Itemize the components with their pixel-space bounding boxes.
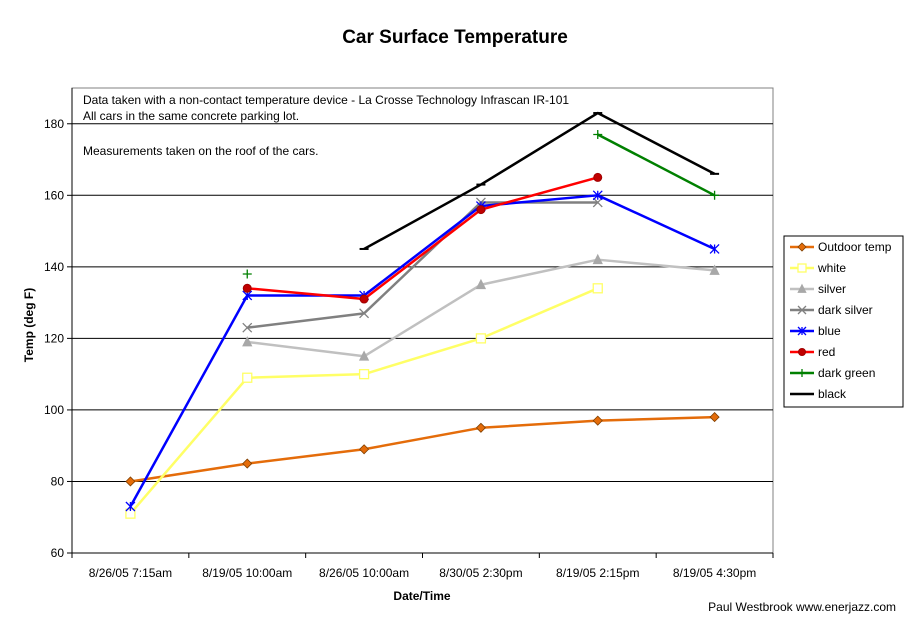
x-tick-label: 8/26/05 7:15am [89, 566, 172, 580]
data-point [476, 205, 486, 215]
x-axis-title: Date/Time [393, 589, 450, 603]
legend-item: blue [790, 324, 841, 338]
data-point [359, 308, 370, 319]
y-tick-label: 100 [44, 403, 64, 417]
data-point [475, 333, 487, 344]
chart-note: Data taken with a non-contact temperatur… [83, 93, 569, 107]
legend-item: white [790, 261, 846, 275]
legend-item: Outdoor temp [790, 240, 892, 254]
y-tick-label: 160 [44, 188, 64, 202]
legend-marker [797, 242, 807, 252]
y-tick-label: 120 [44, 331, 64, 345]
chart-note: All cars in the same concrete parking lo… [83, 109, 299, 123]
credit-text: Paul Westbrook www.enerjazz.com [708, 600, 896, 614]
data-point [242, 322, 253, 333]
data-point [709, 412, 720, 423]
data-point [592, 415, 603, 426]
legend-marker [797, 263, 807, 273]
legend-label: blue [818, 324, 841, 338]
data-point [592, 190, 603, 201]
data-point [709, 264, 720, 275]
x-tick-label: 8/26/05 10:00am [319, 566, 409, 580]
data-point [358, 369, 370, 380]
chart-title: Car Surface Temperature [342, 27, 568, 48]
series-white [125, 283, 603, 519]
data-point [242, 283, 252, 293]
data-point [592, 253, 603, 265]
data-point [593, 172, 603, 182]
data-point [475, 422, 486, 433]
legend-label: dark silver [818, 303, 873, 317]
series-line [130, 415, 715, 483]
series-red [242, 172, 603, 304]
legend-label: red [818, 345, 835, 359]
legend-label: white [817, 261, 846, 275]
legend-label: Outdoor temp [818, 240, 892, 254]
x-tick-label: 8/30/05 2:30pm [439, 566, 522, 580]
data-point [359, 444, 370, 455]
y-tick-label: 60 [51, 546, 65, 560]
series-line [129, 194, 716, 508]
data-point [125, 501, 136, 512]
data-point [242, 269, 252, 279]
data-point [593, 130, 603, 139]
legend-marker [798, 369, 806, 377]
legend-marker [797, 326, 807, 336]
data-point [125, 476, 136, 487]
series-line [597, 133, 716, 197]
data-point [242, 372, 253, 383]
data-point [592, 197, 603, 208]
y-tick-label: 140 [44, 260, 64, 274]
legend-item: red [790, 345, 835, 359]
x-tick-label: 8/19/05 4:30pm [673, 566, 756, 580]
legend-item: dark silver [790, 303, 873, 317]
y-tick-label: 180 [44, 117, 64, 131]
chart-note: Measurements taken on the roof of the ca… [83, 144, 318, 158]
series-outdoor-temp [125, 412, 720, 487]
data-point [359, 294, 369, 304]
legend-marker [798, 348, 806, 356]
data-point [242, 336, 253, 347]
series-line [247, 201, 598, 329]
x-tick-label: 8/19/05 10:00am [202, 566, 292, 580]
legend-label: black [818, 387, 847, 401]
legend-label: dark green [818, 366, 875, 380]
data-point [709, 244, 720, 254]
series-black [359, 111, 720, 251]
plot-area: 60 80 100 120 140 160 180 8/26/05 7:15am 8/19/05… [44, 87, 774, 580]
y-axis-title: Temp (deg F) [22, 288, 36, 362]
legend-marker [797, 305, 807, 315]
x-tick-label: 8/19/05 2:15pm [556, 566, 639, 580]
y-tick-label: 80 [51, 474, 65, 488]
legend-item: silver [790, 282, 846, 296]
data-point [475, 278, 487, 290]
series-silver [242, 253, 720, 361]
legend-label: silver [818, 282, 846, 296]
data-point [358, 350, 370, 361]
legend-item: black [790, 387, 847, 401]
legend-item: dark green [790, 366, 875, 380]
data-point [710, 190, 720, 200]
series-line [363, 111, 716, 251]
chart-notes: Data taken with a non-contact temperatur… [83, 93, 569, 158]
series-dark-green [242, 130, 720, 279]
legend: Outdoor temp white silver dark silver blue re… [783, 235, 904, 408]
data-point [592, 283, 603, 294]
legend-marker [797, 283, 807, 293]
series-line [247, 176, 599, 301]
data-point [242, 458, 253, 469]
